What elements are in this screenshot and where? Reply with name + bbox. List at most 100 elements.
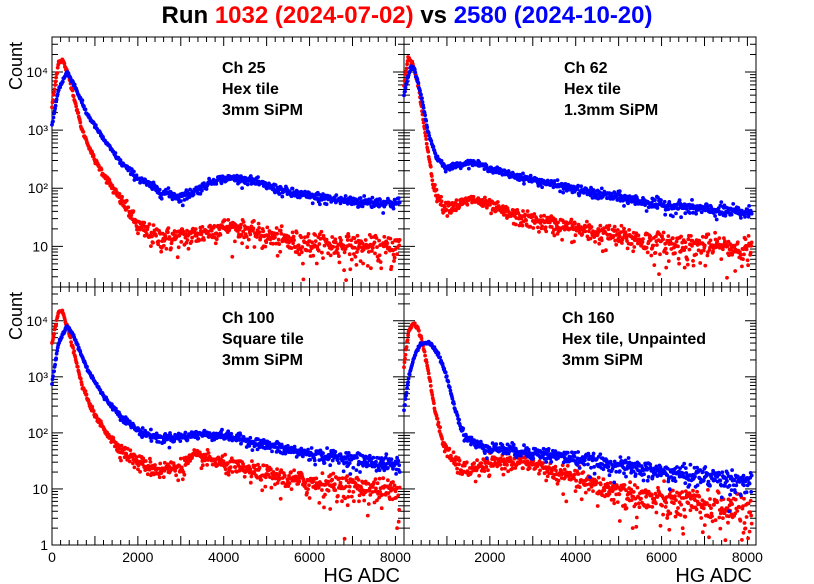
x-axis-label: HG ADC bbox=[323, 565, 400, 584]
data-point bbox=[673, 251, 677, 256]
data-point bbox=[51, 98, 55, 103]
data-point bbox=[397, 243, 402, 248]
data-point bbox=[362, 498, 367, 503]
data-point bbox=[395, 526, 399, 530]
data-point bbox=[196, 436, 201, 441]
data-point bbox=[747, 204, 751, 208]
data-point bbox=[134, 173, 139, 178]
data-point bbox=[338, 480, 343, 485]
data-point bbox=[644, 245, 649, 250]
y-axis-label: Count bbox=[6, 42, 26, 90]
data-point bbox=[314, 476, 319, 481]
data-point bbox=[275, 467, 279, 471]
data-point bbox=[417, 328, 421, 333]
data-point bbox=[54, 322, 58, 327]
data-point bbox=[142, 220, 147, 225]
data-point bbox=[136, 231, 140, 236]
data-point bbox=[335, 499, 339, 504]
data-point bbox=[625, 246, 630, 251]
data-point bbox=[489, 211, 493, 216]
data-point bbox=[378, 260, 383, 264]
data-point bbox=[241, 229, 246, 234]
data-point bbox=[713, 214, 717, 218]
data-point bbox=[291, 241, 295, 246]
data-point bbox=[666, 234, 671, 239]
annotation-line: Hex tile bbox=[564, 81, 621, 98]
data-point bbox=[742, 252, 746, 257]
data-point bbox=[167, 445, 172, 450]
data-point bbox=[694, 252, 698, 257]
data-point bbox=[347, 461, 352, 465]
data-point bbox=[229, 431, 234, 436]
data-point bbox=[51, 115, 56, 120]
y-tick-label: 10 bbox=[32, 481, 48, 497]
data-point bbox=[241, 220, 246, 224]
data-point bbox=[705, 253, 710, 258]
data-point bbox=[648, 234, 653, 239]
data-point bbox=[685, 257, 690, 262]
data-point bbox=[428, 384, 433, 388]
data-point bbox=[75, 108, 80, 112]
data-point bbox=[179, 240, 184, 244]
data-point bbox=[78, 376, 83, 381]
data-point bbox=[629, 242, 634, 246]
data-point bbox=[471, 194, 476, 199]
data-point bbox=[607, 223, 612, 228]
data-point bbox=[128, 448, 133, 453]
title-run-b: 2580 (2024-10-20) bbox=[453, 2, 653, 29]
data-point bbox=[735, 240, 740, 245]
data-point bbox=[404, 345, 409, 349]
data-point bbox=[75, 364, 80, 369]
data-point bbox=[306, 447, 310, 452]
data-point bbox=[345, 238, 350, 242]
data-point bbox=[290, 186, 295, 191]
data-point bbox=[384, 452, 389, 457]
data-point bbox=[544, 229, 549, 234]
data-point bbox=[617, 189, 622, 194]
data-point bbox=[313, 462, 318, 467]
data-point bbox=[248, 467, 253, 472]
data-point bbox=[343, 194, 348, 198]
data-point bbox=[149, 244, 153, 249]
data-point bbox=[207, 233, 212, 237]
data-point bbox=[397, 238, 402, 242]
data-point bbox=[341, 243, 346, 248]
data-point bbox=[346, 495, 351, 499]
data-point bbox=[282, 473, 287, 478]
data-point bbox=[62, 61, 67, 66]
data-point bbox=[432, 401, 436, 406]
data-point bbox=[657, 272, 661, 276]
data-point bbox=[320, 488, 324, 492]
data-point bbox=[305, 490, 309, 495]
data-point bbox=[397, 200, 402, 205]
data-point bbox=[425, 125, 430, 130]
data-point bbox=[319, 236, 323, 241]
data-point bbox=[69, 340, 73, 344]
data-point bbox=[632, 245, 637, 249]
data-point bbox=[242, 474, 247, 479]
title-middle: vs bbox=[420, 2, 448, 29]
data-point bbox=[154, 233, 159, 238]
data-point bbox=[426, 149, 431, 154]
data-point bbox=[451, 450, 456, 455]
data-point bbox=[746, 263, 750, 268]
chart-title: Run 1032 (2024-07-02) vs 2580 (2024-10-2… bbox=[0, 2, 814, 30]
data-point bbox=[218, 232, 223, 237]
data-point bbox=[185, 228, 189, 233]
data-point bbox=[528, 173, 533, 178]
data-point bbox=[238, 225, 243, 230]
data-point bbox=[176, 478, 181, 483]
data-point bbox=[740, 264, 744, 269]
data-point bbox=[151, 240, 155, 245]
data-point bbox=[297, 479, 302, 484]
x-tick-label: 2000 bbox=[122, 549, 153, 565]
data-point bbox=[317, 242, 322, 246]
data-point bbox=[749, 240, 754, 245]
data-point bbox=[585, 219, 589, 224]
data-point bbox=[53, 79, 58, 84]
data-point bbox=[110, 183, 115, 188]
data-point bbox=[413, 70, 418, 75]
data-point bbox=[148, 460, 153, 464]
data-point bbox=[627, 228, 631, 232]
data-point bbox=[663, 212, 668, 217]
